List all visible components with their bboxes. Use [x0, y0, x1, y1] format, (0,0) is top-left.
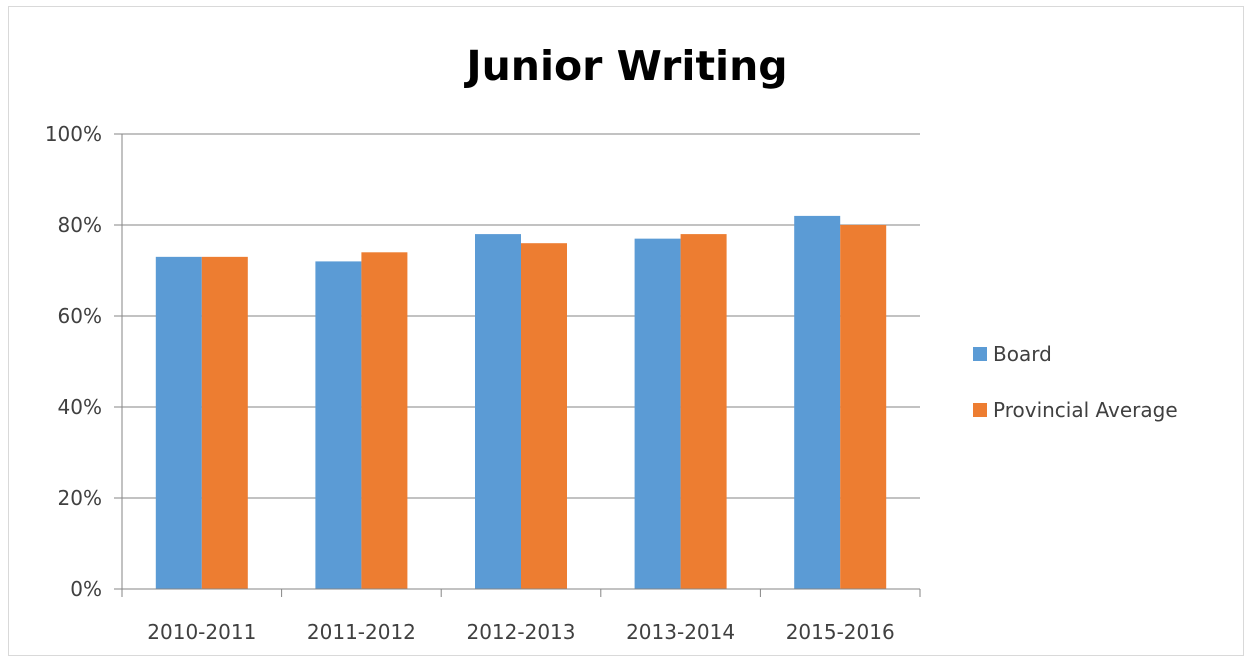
y-tick-label: 20% [58, 486, 102, 510]
y-tick-label: 80% [58, 213, 102, 237]
y-tick-label: 60% [58, 304, 102, 328]
x-tick-label: 2010-2011 [147, 620, 256, 644]
x-tick-label: 2013-2014 [626, 620, 735, 644]
y-tick-label: 100% [45, 122, 102, 146]
legend: Board Provincial Average [973, 342, 1178, 422]
chart-title: Junior Writing [463, 42, 787, 90]
bar-board-2012-2013 [475, 234, 521, 589]
bar-board-2015-2016 [794, 215, 841, 589]
bar-board-2010-2011 [155, 256, 202, 589]
y-tick-label: 40% [58, 395, 102, 419]
bar-provincial-average-2010-2011 [201, 256, 248, 589]
y-tick-label: 0% [70, 577, 102, 601]
x-tick-label: 2015-2016 [786, 620, 895, 644]
bars [155, 215, 887, 590]
legend-swatch-board [973, 347, 987, 361]
bar-board-2011-2012 [315, 261, 362, 589]
legend-label: Provincial Average [993, 398, 1178, 422]
y-axis-ticks: 0% 20% 40% 60% 80% 100% [45, 122, 102, 601]
bar-provincial-average-2015-2016 [840, 225, 887, 589]
bar-provincial-average-2013-2014 [680, 234, 727, 589]
legend-label: Board [993, 342, 1052, 366]
x-tick-label: 2011-2012 [307, 620, 416, 644]
x-axis: 2010-2011 2011-2012 2012-2013 2013-2014 2015… [121, 588, 921, 644]
bar-board-2013-2014 [634, 238, 681, 589]
legend-swatch-provincial-average [973, 403, 987, 417]
bar-provincial-average-2012-2013 [521, 243, 567, 589]
bar-provincial-average-2011-2012 [361, 252, 408, 590]
x-tick-label: 2012-2013 [466, 620, 575, 644]
